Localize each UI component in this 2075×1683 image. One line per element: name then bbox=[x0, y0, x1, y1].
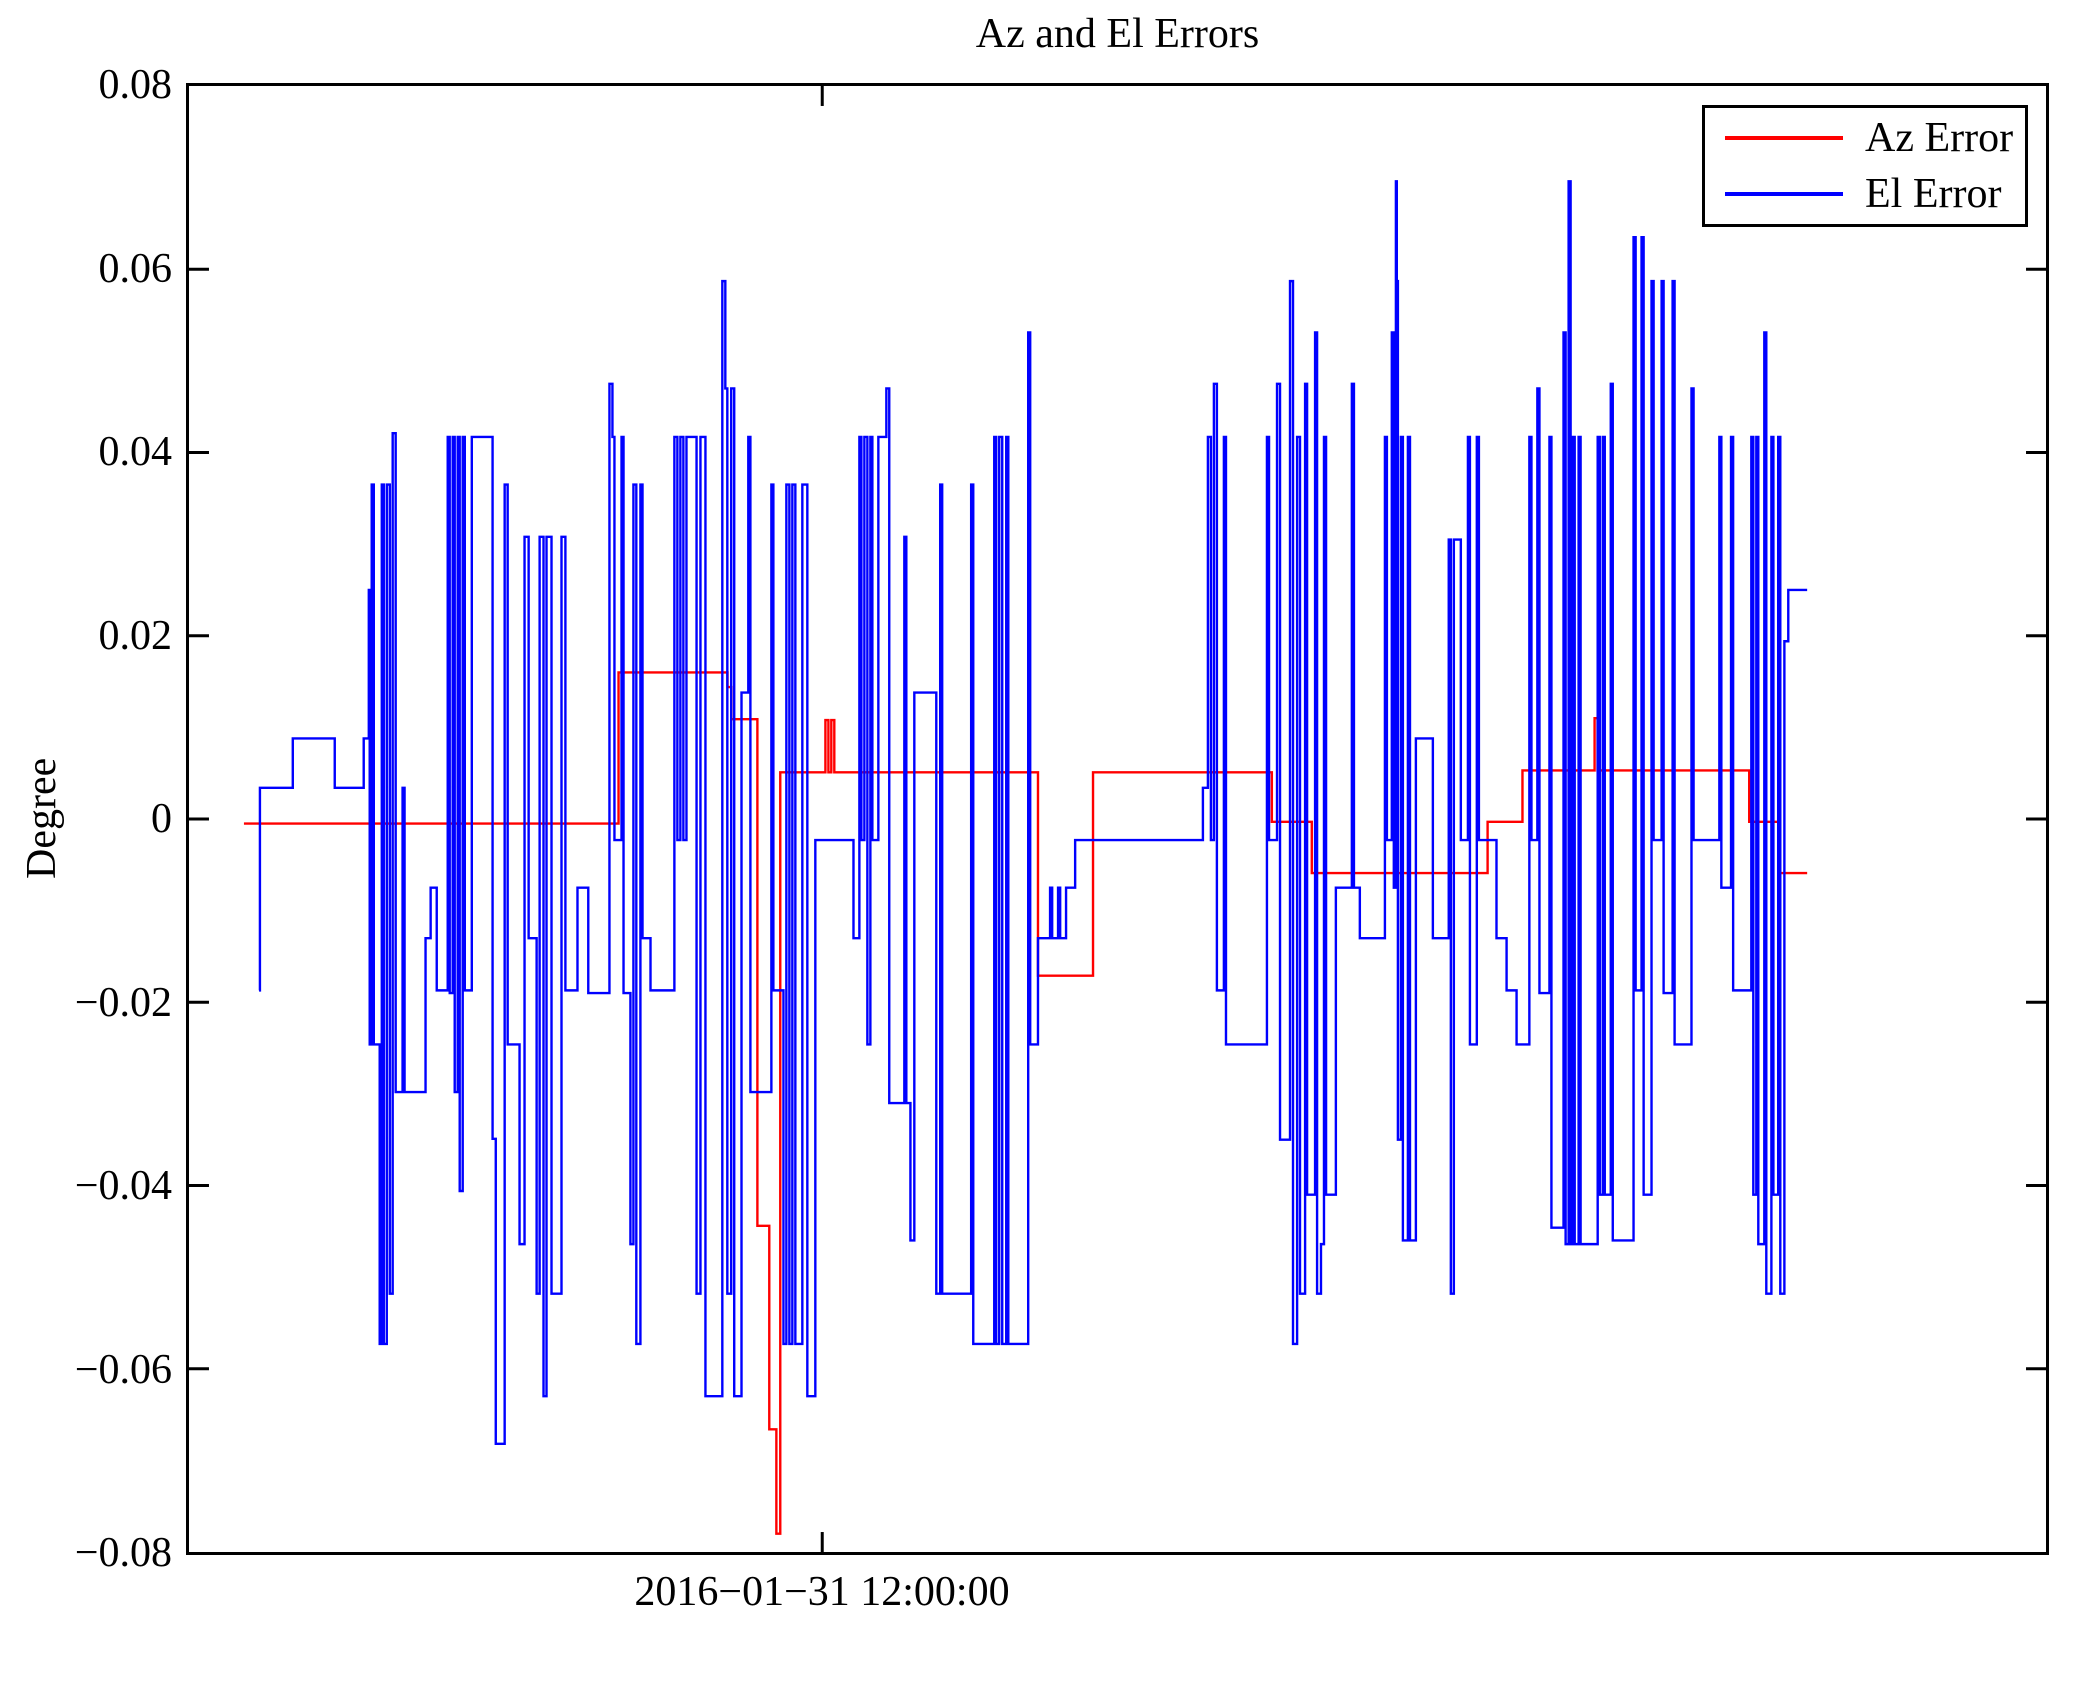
legend-row-el-error: El Error bbox=[1705, 169, 2025, 219]
plot-area bbox=[186, 83, 2049, 1555]
y-tick-label: 0.06 bbox=[98, 245, 173, 292]
y-tick-label: 0.08 bbox=[98, 62, 173, 108]
series-az-error bbox=[243, 671, 1808, 1535]
plot-svg bbox=[189, 86, 2046, 1552]
y-tick-label: −0.02 bbox=[74, 979, 172, 1026]
y-tick-label: 0.02 bbox=[98, 612, 173, 659]
series-el-error bbox=[258, 180, 1808, 1446]
legend-label: Az Error bbox=[1865, 115, 2014, 162]
y-tick-label: 0 bbox=[151, 796, 172, 842]
legend-label: El Error bbox=[1865, 170, 2002, 217]
legend-row-az-error: Az Error bbox=[1705, 113, 2025, 163]
y-tick-label: 0.04 bbox=[98, 429, 173, 475]
legend: Az Error El Error bbox=[1702, 105, 2028, 227]
axis-ticks bbox=[189, 86, 2046, 1552]
x-tick-label: 2016−01−31 12:00:00 bbox=[634, 1569, 1010, 1615]
y-tick-label: −0.04 bbox=[74, 1163, 172, 1209]
chart-title: Az and El Errors bbox=[975, 11, 1260, 57]
legend-line-sample bbox=[1725, 136, 1843, 141]
legend-line-sample bbox=[1725, 191, 1843, 196]
y-tick-label: −0.06 bbox=[74, 1346, 172, 1393]
y-tick-label: −0.08 bbox=[74, 1530, 172, 1576]
